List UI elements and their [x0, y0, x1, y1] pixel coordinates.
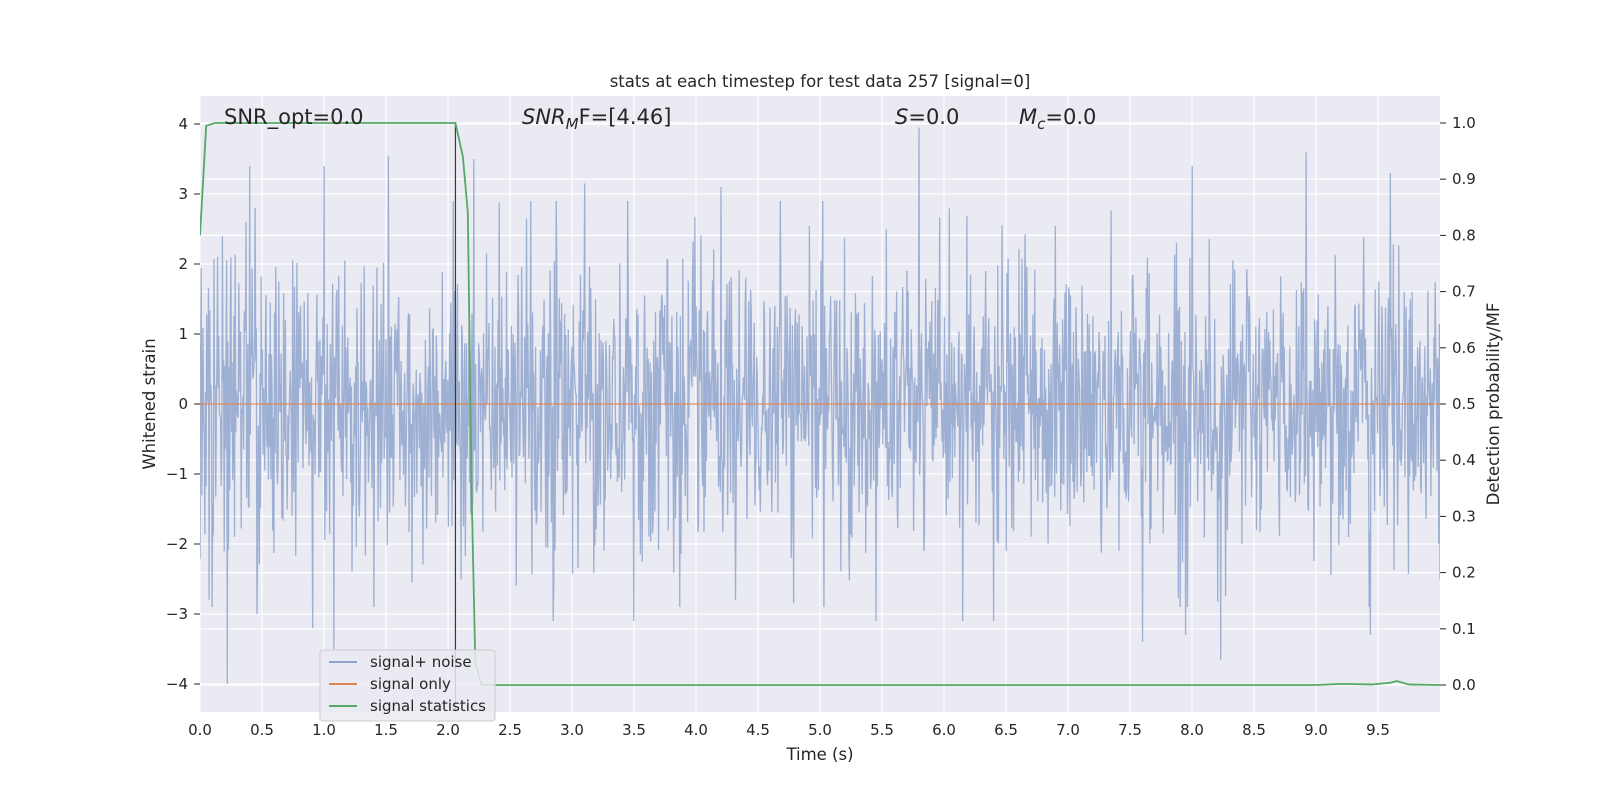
series-signal-noise: [200, 127, 1440, 685]
y-tick-label: 3: [178, 185, 188, 203]
x-tick-label: 5.5: [870, 721, 894, 739]
annotation-snr-mf-main: SNR: [522, 105, 566, 129]
annotation-mc-rest: =0.0: [1045, 105, 1096, 129]
y-tick-label: −4: [166, 675, 188, 693]
x-tick-label: 2.5: [498, 721, 522, 739]
x-tick-label: 1.0: [312, 721, 336, 739]
x-tick-label: 0.0: [188, 721, 212, 739]
x-tick-label: 3.5: [622, 721, 646, 739]
x-tick-label: 0.5: [250, 721, 274, 739]
annotation-mc-sub: c: [1037, 115, 1046, 133]
y2-tick-label: 1.0: [1452, 114, 1476, 132]
annotation-mc: Mc=0.0: [1019, 105, 1096, 133]
y2-tick-label: 0.2: [1452, 564, 1476, 582]
legend-box: [319, 649, 496, 722]
axis-ticks: 0.0 0.5 1.0 1.5 2.0 2.5 3.0 3.5 4.0 4.5 5.0 5.5 6.0 6…: [166, 114, 1476, 739]
legend-label-signal-only: signal only: [370, 675, 451, 693]
annotation-snr-mf-sub: M: [566, 115, 579, 133]
y-axis-label: Whitened strain: [140, 338, 159, 469]
annotation-snr-mf-rest: F=[4.46]: [579, 105, 672, 129]
annotation-snr-mf: SNRMF=[4.46]: [522, 105, 671, 133]
annotation-snr-opt: SNR_opt=0.0: [224, 105, 364, 130]
x-tick-label: 9.0: [1304, 721, 1328, 739]
x-axis-label: Time (s): [785, 745, 853, 764]
x-tick-label: 6.0: [932, 721, 956, 739]
annotation-s: S=0.0: [895, 105, 959, 129]
y2-tick-label: 0.1: [1452, 620, 1476, 638]
y2-tick-label: 0.4: [1452, 451, 1476, 469]
y2-axis-label: Detection probability/MF: [1484, 303, 1503, 506]
x-tick-label: 6.5: [994, 721, 1018, 739]
legend-label-signal-statistics: signal statistics: [370, 697, 486, 715]
x-tick-label: 2.0: [436, 721, 460, 739]
x-tick-label: 4.0: [684, 721, 708, 739]
x-tick-label: 8.5: [1242, 721, 1266, 739]
y2-tick-label: 0.7: [1452, 283, 1476, 301]
x-tick-label: 4.5: [746, 721, 770, 739]
y-tick-label: −3: [166, 605, 188, 623]
annotation-mc-main: M: [1019, 105, 1037, 129]
y2-tick-label: 0.9: [1452, 170, 1476, 188]
y2-tick-label: 0.8: [1452, 226, 1476, 244]
x-tick-label: 7.0: [1056, 721, 1080, 739]
legend: signal+ noise signal only signal statist…: [319, 649, 496, 722]
y2-tick-label: 0.0: [1452, 676, 1476, 694]
y-tick-label: −1: [166, 465, 188, 483]
y-tick-label: 0: [178, 395, 188, 413]
y-tick-label: 2: [178, 255, 188, 273]
y2-tick-label: 0.3: [1452, 507, 1476, 525]
legend-label-signal-noise: signal+ noise: [370, 653, 472, 671]
y-tick-label: 4: [178, 115, 188, 133]
x-tick-label: 5.0: [808, 721, 832, 739]
annotation-s-rest: =0.0: [908, 105, 959, 129]
x-tick-label: 1.5: [374, 721, 398, 739]
x-tick-label: 7.5: [1118, 721, 1142, 739]
y2-tick-label: 0.5: [1452, 395, 1476, 413]
annotation-s-main: S: [895, 105, 908, 129]
y-tick-label: 1: [178, 325, 188, 343]
y-tick-label: −2: [166, 535, 188, 553]
x-tick-label: 8.0: [1180, 721, 1204, 739]
chart-title: stats at each timestep for test data 257…: [610, 72, 1031, 91]
x-tick-label: 9.5: [1366, 721, 1390, 739]
x-tick-label: 3.0: [560, 721, 584, 739]
y2-tick-label: 0.6: [1452, 339, 1476, 357]
